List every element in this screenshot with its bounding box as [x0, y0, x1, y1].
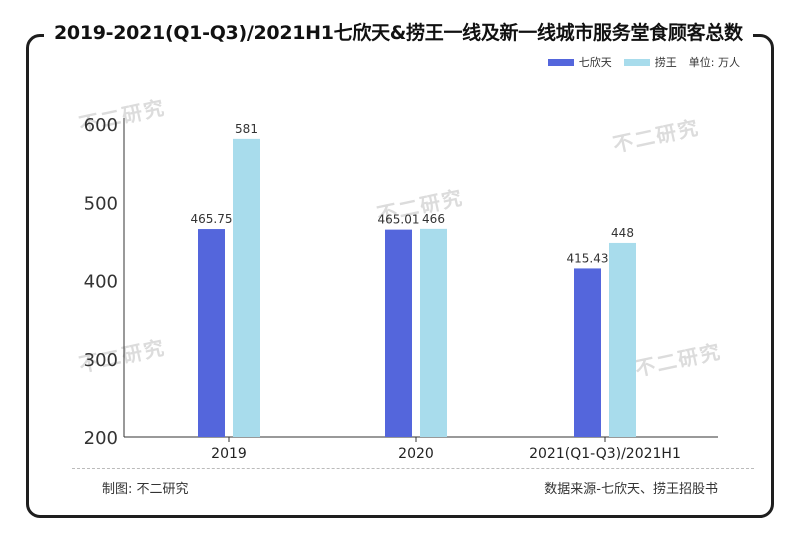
bar: [609, 242, 636, 437]
y-tick-label: 200: [84, 428, 118, 449]
data-label: 466: [422, 212, 445, 226]
y-tick-label: 600: [84, 115, 118, 136]
chart-title: 2019-2021(Q1-Q3)/2021H1七欣天&捞王一线及新一线城市服务堂…: [44, 18, 753, 45]
legend-item-qixintian: 七欣天: [547, 54, 612, 70]
data-label: 581: [235, 122, 258, 136]
y-tick-label: 400: [84, 272, 118, 293]
legend-swatch-laowang: [623, 58, 650, 66]
footer-author: 制图: 不二研究: [102, 482, 189, 497]
legend-swatch-qixintian: [547, 58, 574, 66]
bar: [420, 228, 447, 437]
data-label: 465.75: [191, 212, 233, 226]
legend-label-laowang: 捞王: [654, 56, 677, 69]
data-label: 415.43: [567, 251, 609, 265]
bar: [385, 229, 412, 437]
x-tick-label: 2020: [398, 446, 434, 462]
footer-source: 数据来源-七欣天、捞王招股书: [544, 482, 718, 497]
y-tick-label: 500: [84, 193, 118, 214]
x-tick-label: 2019: [211, 446, 247, 462]
footer-divider: [72, 468, 754, 469]
data-label: 448: [611, 226, 634, 240]
y-tick-label: 300: [84, 350, 118, 371]
legend-label-qixintian: 七欣天: [578, 56, 612, 69]
legend-item-laowang: 捞王: [623, 54, 677, 70]
data-label: 465.01: [378, 213, 420, 227]
bar: [574, 268, 601, 437]
bar: [198, 229, 225, 437]
bar: [233, 138, 260, 437]
legend: 七欣天 捞王 单位: 万人: [547, 54, 740, 70]
unit-label: 单位: 万人: [688, 56, 740, 69]
x-tick-label: 2021(Q1-Q3)/2021H1: [529, 446, 681, 462]
